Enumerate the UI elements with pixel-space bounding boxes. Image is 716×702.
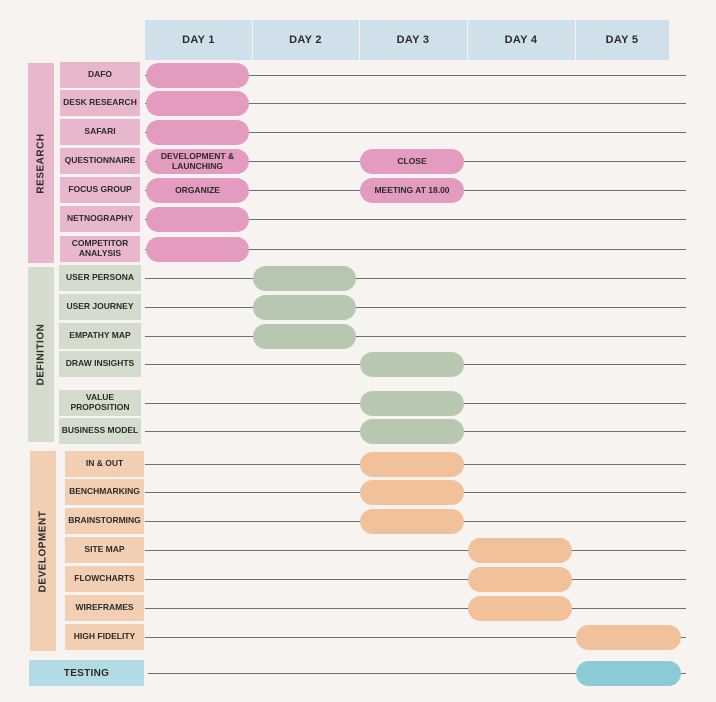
day-separator bbox=[252, 20, 253, 60]
row-line bbox=[145, 219, 686, 220]
task-label: WIREFRAMES bbox=[65, 595, 144, 621]
task-bar bbox=[360, 452, 464, 477]
task-label: HIGH FIDELITY bbox=[65, 624, 144, 650]
row-line bbox=[145, 103, 686, 104]
task-label: QUESTIONNAIRE bbox=[60, 148, 140, 174]
task-label: DRAW INSIGHTS bbox=[59, 351, 141, 377]
phase-research: RESEARCH bbox=[28, 63, 54, 263]
task-label: USER PERSONA bbox=[59, 265, 141, 291]
task-bar: ORGANIZE bbox=[146, 178, 249, 203]
task-label: VALUE PROPOSITION bbox=[59, 390, 141, 416]
row-line bbox=[145, 336, 686, 337]
task-bar: MEETING AT 18.00 bbox=[360, 178, 464, 203]
day-separator bbox=[467, 20, 468, 60]
phase-label: DEVELOPMENT bbox=[37, 510, 49, 592]
task-label: FLOWCHARTS bbox=[65, 566, 144, 592]
row-line bbox=[145, 579, 686, 580]
task-label: DESK RESEARCH bbox=[60, 90, 140, 116]
row-line bbox=[145, 550, 686, 551]
task-label: BRAINSTORMING bbox=[65, 508, 144, 534]
task-bar bbox=[360, 391, 464, 416]
row-line bbox=[145, 249, 686, 250]
task-bar bbox=[360, 509, 464, 534]
task-bar bbox=[253, 295, 356, 320]
task-bar bbox=[146, 120, 249, 145]
task-label: DAFO bbox=[60, 62, 140, 88]
task-label: SITE MAP bbox=[65, 537, 144, 563]
row-line bbox=[145, 637, 686, 638]
task-bar bbox=[468, 596, 572, 621]
task-label: USER JOURNEY bbox=[59, 294, 141, 320]
day-header: DAY 4 bbox=[467, 20, 575, 60]
task-bar bbox=[576, 625, 681, 650]
task-bar bbox=[576, 661, 681, 686]
task-bar bbox=[253, 324, 356, 349]
row-line bbox=[145, 608, 686, 609]
day-header: DAY 2 bbox=[252, 20, 359, 60]
task-label: BUSINESS MODEL bbox=[59, 418, 141, 444]
task-label: FOCUS GROUP bbox=[60, 177, 140, 203]
task-label: COMPETITOR ANALYSIS bbox=[60, 236, 140, 262]
task-bar bbox=[146, 237, 249, 262]
task-label: SAFARI bbox=[60, 119, 140, 145]
phase-development: DEVELOPMENT bbox=[30, 451, 56, 651]
task-bar bbox=[146, 207, 249, 232]
day-header: DAY 3 bbox=[359, 20, 467, 60]
row-line bbox=[145, 75, 686, 76]
task-label: NETNOGRAPHY bbox=[60, 206, 140, 232]
task-bar bbox=[253, 266, 356, 291]
row-line bbox=[145, 132, 686, 133]
task-label: EMPATHY MAP bbox=[59, 323, 141, 349]
phase-label: RESEARCH bbox=[35, 132, 47, 194]
task-bar bbox=[468, 538, 572, 563]
phase-definition: DEFINITION bbox=[28, 267, 54, 442]
phase-testing: TESTING bbox=[29, 660, 144, 686]
row-line bbox=[145, 278, 686, 279]
day-separator bbox=[575, 20, 576, 60]
row-line bbox=[148, 673, 686, 674]
task-bar bbox=[146, 63, 249, 88]
row-line bbox=[145, 307, 686, 308]
task-bar: DEVELOPMENT & LAUNCHING bbox=[146, 149, 249, 174]
phase-label: DEFINITION bbox=[35, 323, 47, 386]
task-bar bbox=[360, 480, 464, 505]
task-bar bbox=[146, 91, 249, 116]
task-bar: CLOSE bbox=[360, 149, 464, 174]
day-header: DAY 5 bbox=[575, 20, 669, 60]
task-bar bbox=[468, 567, 572, 592]
task-label: IN & OUT bbox=[65, 451, 144, 477]
task-label: BENCHMARKING bbox=[65, 479, 144, 505]
task-bar bbox=[360, 352, 464, 377]
day-header: DAY 1 bbox=[145, 20, 252, 60]
task-bar bbox=[360, 419, 464, 444]
day-separator bbox=[359, 20, 360, 60]
